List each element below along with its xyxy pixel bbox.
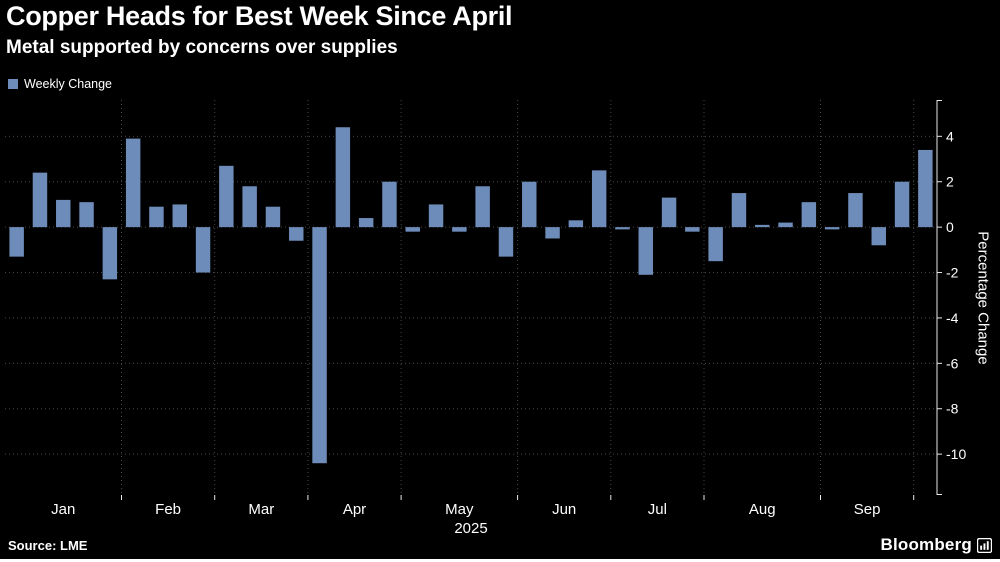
y-tick-label: 4 (946, 128, 954, 144)
month-label: Feb (155, 501, 181, 518)
bloomberg-logo-icon (977, 537, 992, 553)
bar (405, 227, 420, 232)
bar (918, 149, 933, 228)
bar (56, 199, 71, 228)
legend-label: Weekly Change (24, 77, 113, 91)
bar (778, 222, 793, 228)
bar (801, 202, 817, 228)
y-tick-label: 0 (946, 219, 954, 235)
bar (149, 206, 164, 228)
bar (708, 227, 723, 262)
bar (382, 181, 397, 228)
bar (219, 165, 234, 228)
page-subtitle: Metal supported by concerns over supplie… (6, 37, 398, 58)
bar (685, 227, 700, 232)
bottom-divider (0, 559, 1000, 562)
bar (824, 227, 840, 230)
bar (9, 227, 24, 257)
gridlines (5, 100, 937, 495)
y-tick-label: -10 (946, 446, 966, 462)
bar (335, 127, 351, 228)
bar (568, 220, 584, 228)
month-label: Sep (854, 501, 881, 518)
y-tick-label: -8 (946, 401, 959, 417)
month-label: Jun (552, 501, 576, 518)
bar (358, 218, 374, 228)
bar (522, 181, 537, 228)
month-label: Mar (248, 501, 274, 518)
page-title: Copper Heads for Best Week Since April (6, 1, 513, 31)
legend-swatch-icon (8, 79, 18, 89)
bar (848, 193, 863, 228)
y-tick-label: -4 (946, 310, 959, 326)
y-tick-label: -6 (946, 355, 959, 371)
bar (638, 227, 653, 275)
month-label: May (445, 501, 474, 518)
bar (545, 227, 560, 239)
bars (9, 127, 933, 464)
bloomberg-wordmark: Bloomberg (880, 535, 972, 554)
footer: Source: LME Bloomberg (8, 535, 992, 555)
x-axis-year-label: 2025 (454, 520, 488, 537)
month-label: Jul (648, 501, 667, 518)
bar (731, 193, 747, 228)
bar (498, 227, 514, 257)
axes: 4 2 0 -2 -4 -6 -8 -10 Jan Feb Mar Apr May Jun Jul Aug Se… (51, 100, 966, 518)
bar (312, 227, 327, 464)
bar (894, 181, 910, 228)
bar (452, 227, 467, 232)
bar (615, 227, 630, 230)
bar (32, 172, 48, 228)
bar (289, 227, 304, 241)
bar (102, 227, 118, 280)
bar-chart-canvas: 4 2 0 -2 -4 -6 -8 -10 Jan Feb Mar Apr May Jun Jul Aug Se… (5, 100, 966, 518)
bar (755, 224, 770, 228)
bar (242, 186, 257, 228)
bar (172, 204, 187, 228)
y-tick-label: 2 (946, 174, 954, 190)
bar (428, 204, 444, 228)
bar (195, 227, 211, 273)
bar (475, 186, 490, 228)
y-tick-label: -2 (946, 265, 959, 281)
month-label: Aug (749, 501, 776, 518)
legend: Weekly Change (8, 77, 112, 91)
bar (661, 197, 677, 228)
bar (871, 227, 886, 246)
bar (125, 138, 141, 228)
y-axis-title: Percentage Change (974, 231, 992, 365)
bar (79, 202, 94, 228)
bar (265, 206, 281, 228)
bar (591, 170, 607, 228)
month-label: Apr (343, 501, 366, 518)
bloomberg-brand: Bloomberg (880, 535, 992, 555)
month-label: Jan (51, 501, 75, 518)
source-credit: Source: LME (8, 537, 88, 553)
